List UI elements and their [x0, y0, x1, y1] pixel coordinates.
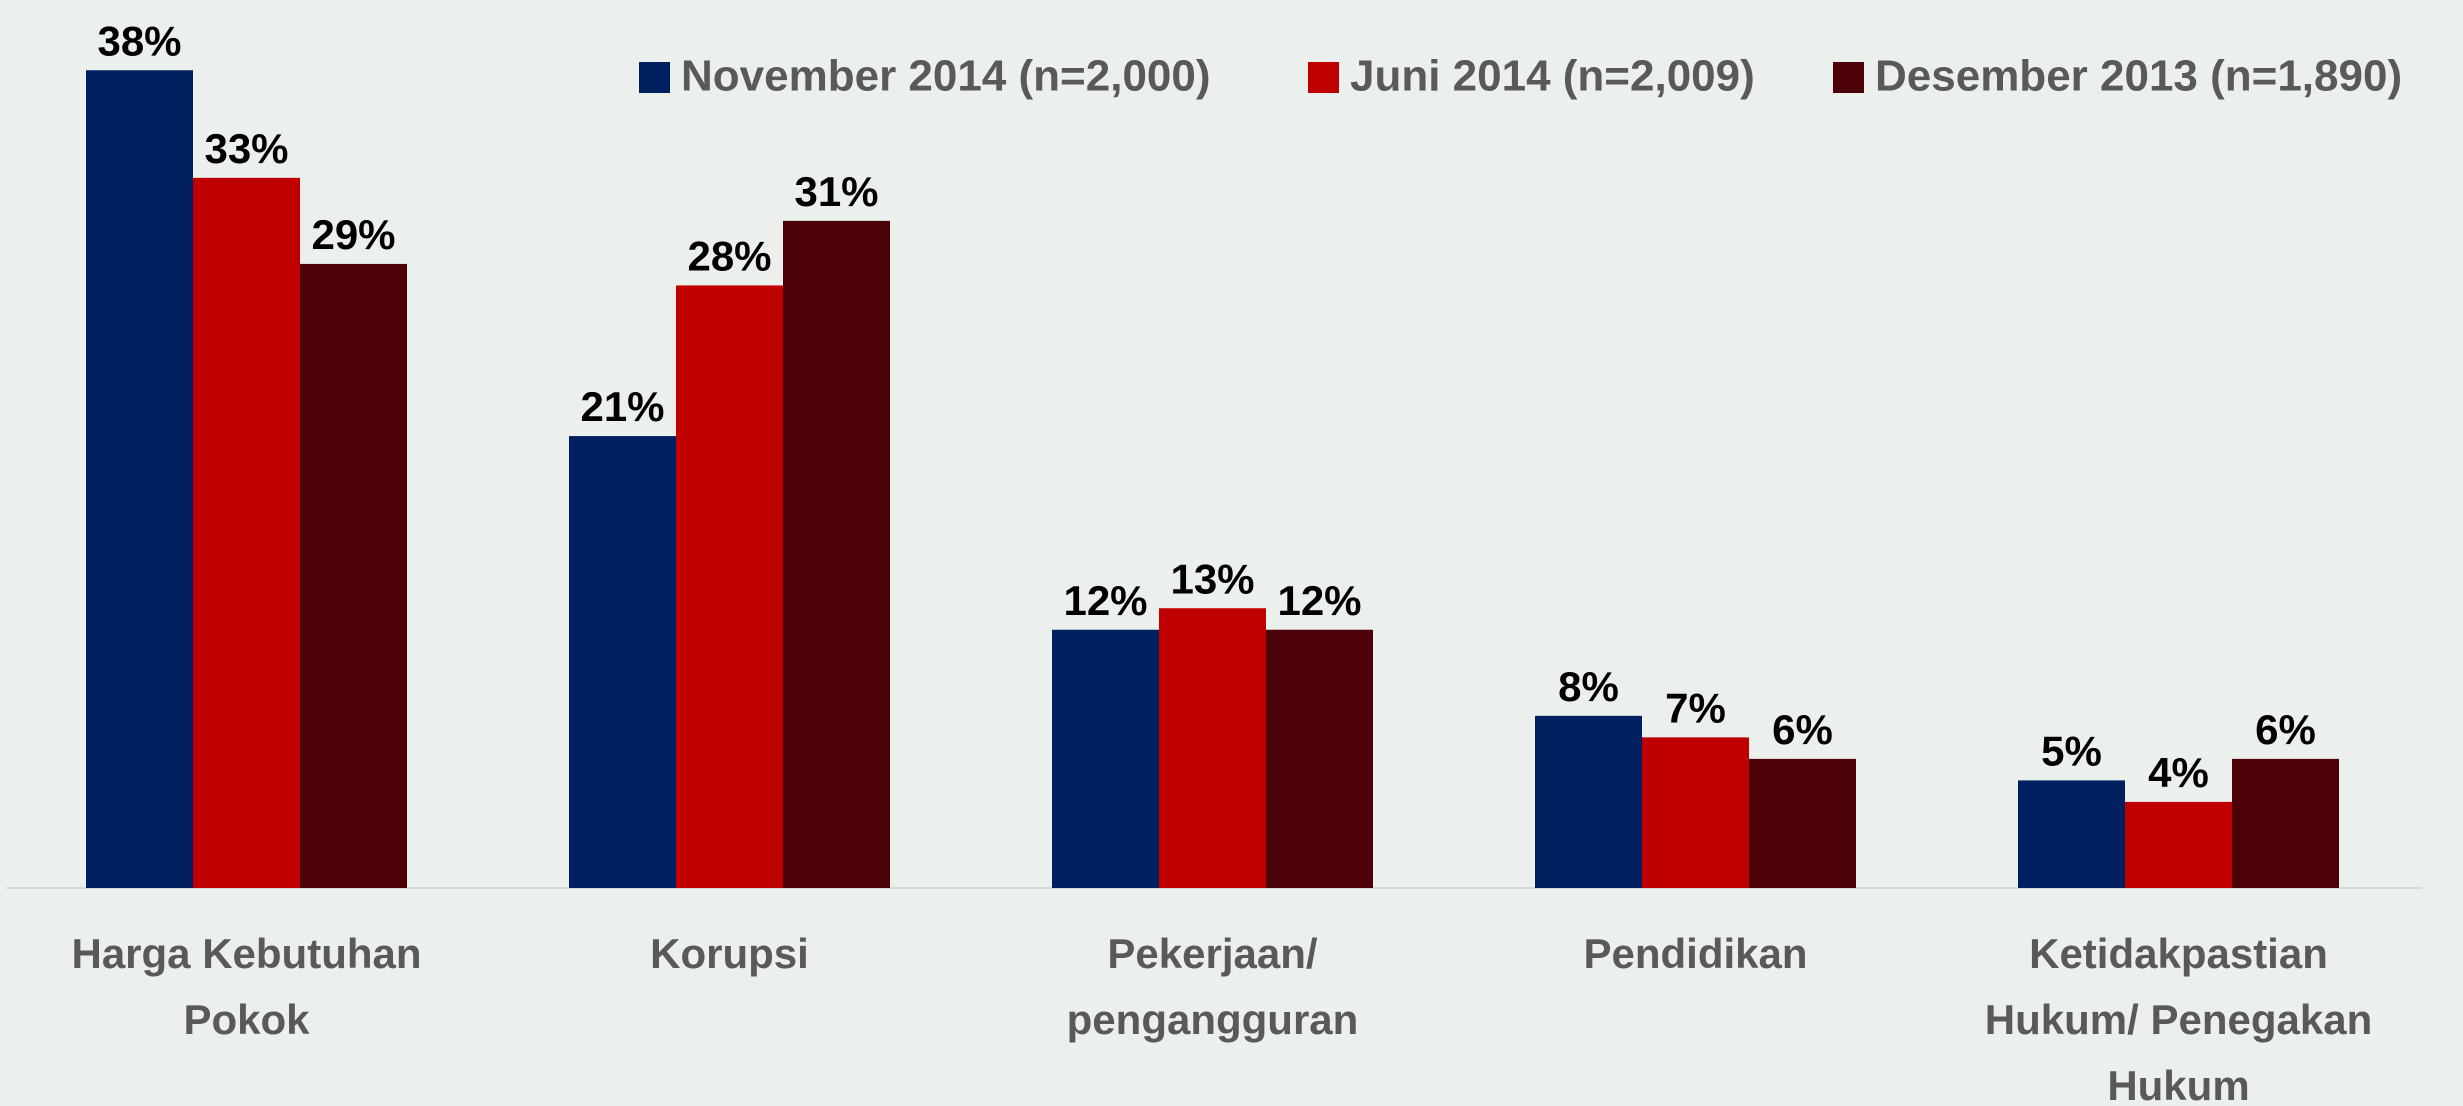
bar — [569, 436, 676, 888]
x-tick-label: pengangguran — [1067, 996, 1359, 1043]
data-label: 12% — [1063, 577, 1147, 624]
x-tick-label: Hukum — [2107, 1062, 2249, 1106]
bar — [300, 263, 407, 889]
bar — [1535, 715, 1642, 888]
x-tick-label: Pendidikan — [1583, 930, 1807, 977]
bar — [86, 70, 193, 888]
data-label: 6% — [2255, 706, 2316, 753]
data-label: 38% — [97, 17, 181, 64]
bar — [1159, 608, 1266, 888]
bar — [2232, 758, 2339, 888]
bar — [1642, 737, 1749, 888]
data-label: 13% — [1170, 555, 1254, 602]
x-tick-label: Pokok — [183, 996, 310, 1043]
x-tick-label: Ketidakpastian — [2029, 930, 2328, 977]
bar — [1266, 629, 1373, 888]
bar — [676, 285, 783, 888]
data-label: 21% — [580, 383, 664, 430]
bar — [783, 220, 890, 889]
x-tick-label: Korupsi — [650, 930, 809, 977]
legend-label: Desember 2013 (n=1,890) — [1875, 52, 2402, 101]
legend-swatch — [639, 62, 670, 93]
bar — [1749, 758, 1856, 888]
x-tick-label: Hukum/ Penegakan — [1985, 996, 2372, 1043]
legend-label: November 2014 (n=2,000) — [681, 52, 1211, 101]
bar — [193, 177, 300, 889]
data-label: 12% — [1277, 577, 1361, 624]
bar — [2018, 780, 2125, 888]
data-label: 28% — [687, 233, 771, 280]
x-tick-label: Harga Kebutuhan — [71, 930, 421, 977]
data-label: 33% — [204, 125, 288, 172]
data-label: 6% — [1772, 706, 1833, 753]
data-label: 31% — [794, 168, 878, 215]
bar — [2125, 801, 2232, 888]
data-label: 29% — [311, 211, 395, 258]
data-label: 5% — [2041, 727, 2102, 774]
legend-swatch — [1308, 62, 1339, 93]
legend-swatch — [1833, 62, 1864, 93]
data-label: 7% — [1665, 684, 1726, 731]
data-label: 8% — [1558, 663, 1619, 710]
data-label: 4% — [2148, 749, 2209, 796]
x-tick-label: Pekerjaan/ — [1107, 930, 1317, 977]
legend-label: Juni 2014 (n=2,009) — [1350, 52, 1755, 101]
bar — [1052, 629, 1159, 888]
